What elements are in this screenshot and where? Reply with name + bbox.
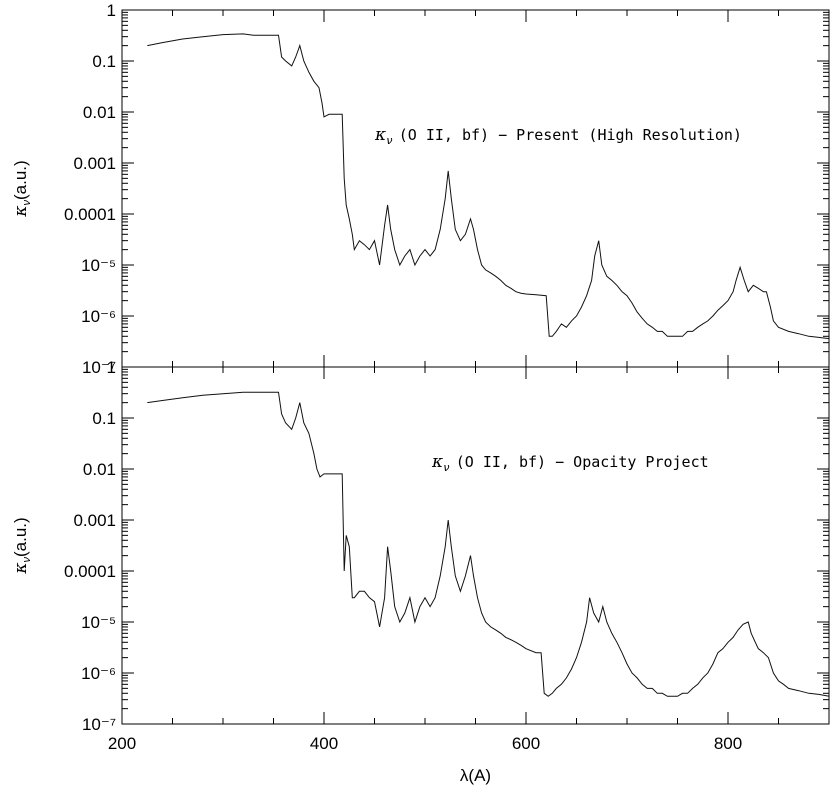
y-axis-symbol: κ [11, 206, 31, 218]
y-axis-label: κν(a.u.) [11, 517, 33, 574]
annotation-label: κν (O II, bf) − Opacity Project [431, 452, 709, 474]
x-tick-label: 400 [310, 734, 338, 753]
x-axis-label: λ(A) [460, 766, 491, 785]
y-tick-label: 1 [107, 358, 116, 377]
y-axis-label: κν(a.u.) [11, 160, 33, 217]
y-tick-label: 0.0001 [64, 205, 116, 224]
y-tick-label: 10⁻⁷ [82, 715, 116, 734]
x-tick-label: 200 [108, 734, 136, 753]
y-tick-label: 0.01 [83, 460, 116, 479]
plot-frame [121, 9, 830, 368]
annotation-subscript: ν [386, 134, 393, 147]
annotation-text: (O II, bf) − Present (High Resolution) [399, 126, 742, 144]
y-tick-label: 10⁻⁶ [81, 307, 116, 326]
series-line [147, 391, 830, 697]
y-tick-label: 0.001 [73, 511, 116, 530]
y-axis-unit: (a.u.) [11, 517, 30, 557]
annotation-label: κν (O II, bf) − Present (High Resolution) [374, 125, 742, 147]
y-tick-label: 0.01 [83, 103, 116, 122]
y-tick-label: 0.0001 [64, 562, 116, 581]
annotation-text: (O II, bf) − Opacity Project [456, 453, 709, 471]
y-tick-label: 0.001 [73, 154, 116, 173]
series-line [147, 33, 830, 340]
y-axis-subscript: ν [21, 200, 33, 206]
y-tick-label: 1 [107, 1, 116, 20]
y-tick-label: 10⁻⁷ [82, 358, 116, 377]
x-tick-label: 800 [714, 734, 742, 753]
x-tick-label: 600 [512, 734, 540, 753]
annotation-symbol: κ [374, 125, 386, 145]
y-tick-label: 10⁻⁵ [81, 256, 116, 275]
y-axis-symbol: κ [11, 563, 31, 575]
y-tick-label: 0.1 [92, 409, 116, 428]
y-axis-unit: (a.u.) [11, 160, 30, 200]
plot-frame [121, 366, 830, 725]
y-axis-subscript: ν [21, 557, 33, 563]
y-tick-label: 0.1 [92, 52, 116, 71]
y-tick-label: 10⁻⁶ [81, 664, 116, 683]
annotation-subscript: ν [443, 461, 450, 474]
y-tick-label: 10⁻⁵ [81, 613, 116, 632]
annotation-symbol: κ [431, 452, 443, 472]
